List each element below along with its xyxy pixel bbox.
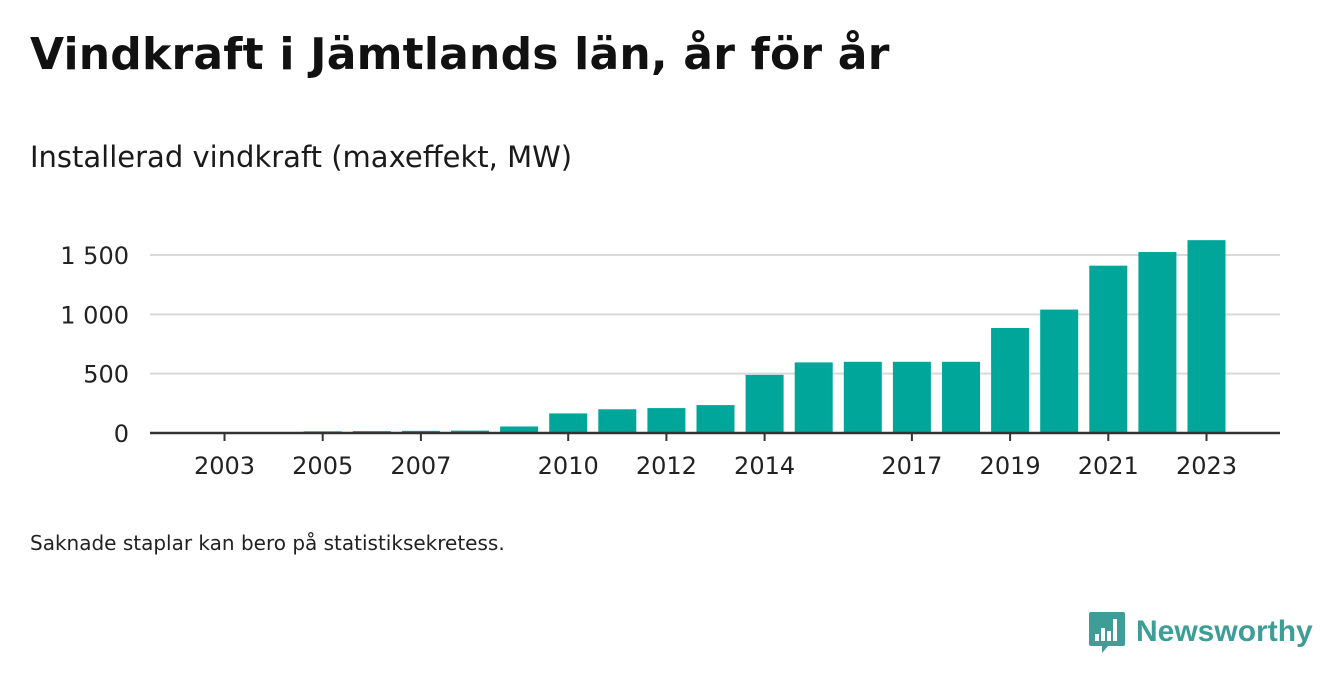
brand-name: Newsworthy <box>1136 615 1313 648</box>
chart-title: Vindkraft i Jämtlands län, år för år <box>30 29 890 80</box>
x-tick-label: 2012 <box>636 452 697 480</box>
bar-2011 <box>598 409 637 433</box>
y-tick-label: 0 <box>114 420 129 448</box>
y-tick-label: 500 <box>83 361 129 389</box>
x-tick-label: 2021 <box>1078 452 1139 480</box>
bar-2015 <box>794 362 833 433</box>
bar-2012 <box>647 408 686 433</box>
newsworthy-logo-icon <box>1089 612 1125 653</box>
bar-2009 <box>500 426 539 433</box>
y-tick-label: 1 000 <box>60 301 129 329</box>
x-tick-label: 2019 <box>980 452 1041 480</box>
x-tick-label: 2014 <box>734 452 795 480</box>
x-axis <box>150 431 1280 441</box>
x-axis-labels: 2003 2005 2007 2010 2012 2014 2017 2019 2021 2023 <box>194 452 1237 480</box>
chart-subtitle: Installerad vindkraft (maxeffekt, MW) <box>30 140 573 174</box>
bar-2023 <box>1187 240 1226 433</box>
footnote: Saknade staplar kan bero på statistiksek… <box>30 531 505 555</box>
x-tick-label: 2005 <box>292 452 353 480</box>
bar-2017 <box>892 361 931 433</box>
x-tick-label: 2010 <box>538 452 599 480</box>
x-tick-label: 2007 <box>390 452 451 480</box>
bar-2020 <box>1040 309 1079 433</box>
bar-2014 <box>745 374 784 433</box>
bars <box>156 240 1226 433</box>
bar-2022 <box>1138 252 1177 433</box>
bar-2019 <box>991 327 1030 433</box>
bar-2010 <box>549 413 588 433</box>
y-tick-label: 1 500 <box>60 242 129 270</box>
brand[interactable]: Newsworthy <box>1088 610 1313 654</box>
y-axis-labels: 0 500 1 000 1 500 <box>60 242 129 448</box>
x-tick-label: 2023 <box>1176 452 1237 480</box>
x-tick-label: 2017 <box>881 452 942 480</box>
bar-2021 <box>1089 265 1128 433</box>
bar-2016 <box>843 361 882 433</box>
bar-2013 <box>696 405 735 433</box>
bar-2018 <box>942 361 980 433</box>
x-tick-label: 2003 <box>194 452 255 480</box>
